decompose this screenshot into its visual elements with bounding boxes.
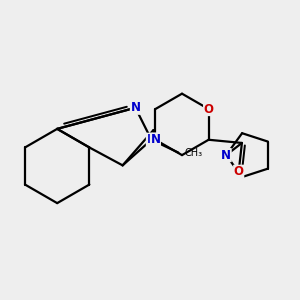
Text: O: O bbox=[234, 165, 244, 178]
Text: N: N bbox=[221, 148, 231, 162]
Text: N: N bbox=[150, 133, 161, 146]
Text: CH₃: CH₃ bbox=[185, 148, 203, 158]
Text: N: N bbox=[130, 101, 140, 114]
Text: O: O bbox=[204, 103, 214, 116]
Text: N: N bbox=[146, 133, 156, 146]
